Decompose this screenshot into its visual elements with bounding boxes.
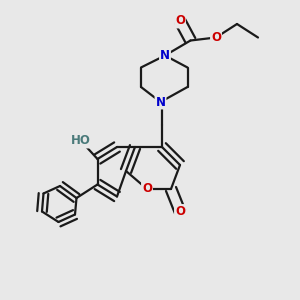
Text: O: O (142, 182, 152, 196)
Text: O: O (211, 31, 221, 44)
Text: O: O (175, 14, 185, 28)
Text: N: N (160, 49, 170, 62)
Text: O: O (175, 205, 185, 218)
Text: HO: HO (71, 134, 91, 148)
Text: N: N (155, 95, 166, 109)
